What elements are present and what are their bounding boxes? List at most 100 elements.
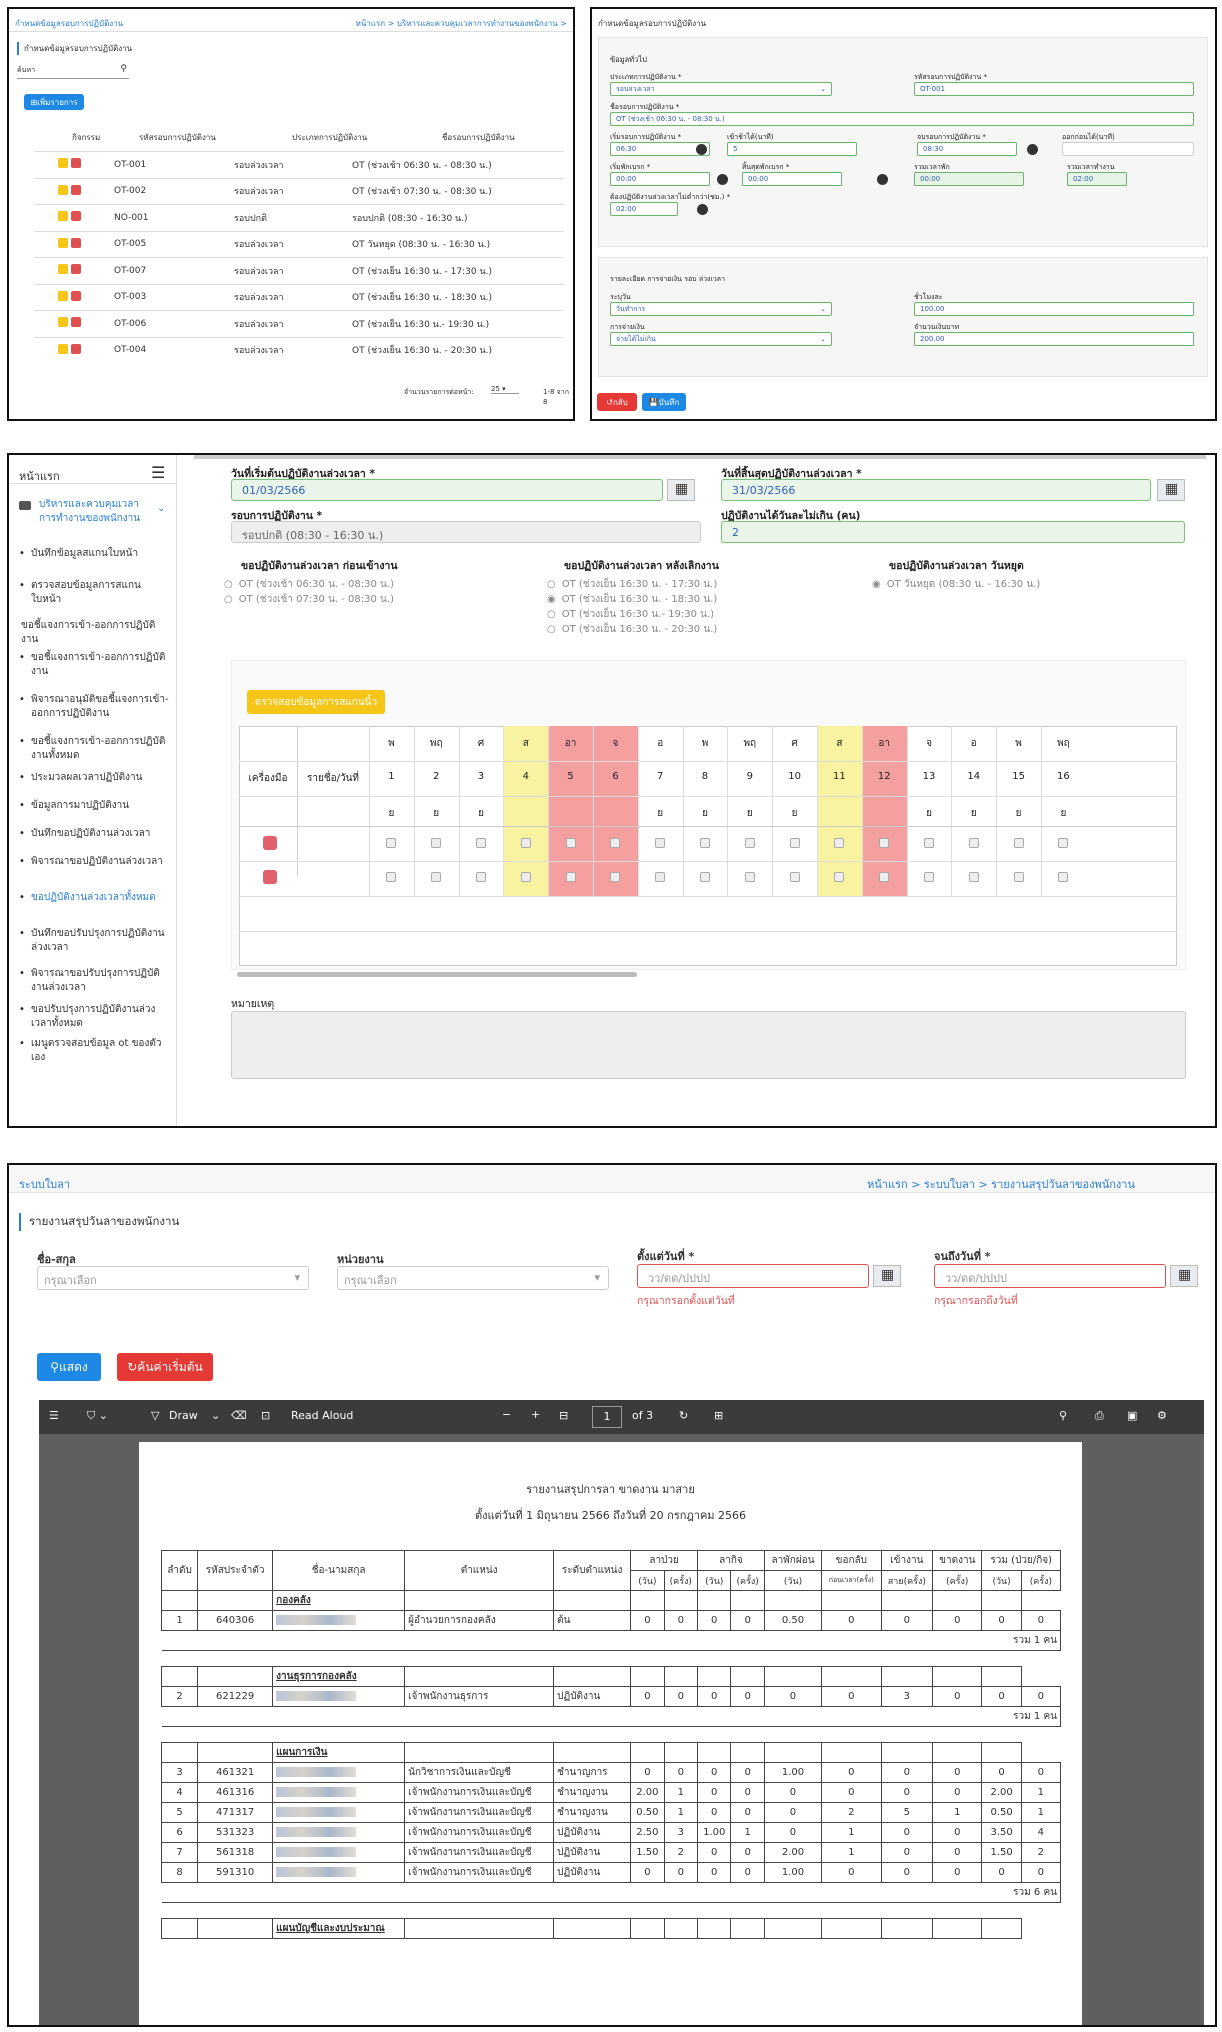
read-aloud-button[interactable]: Read Aloud [291,1409,354,1422]
sidebar-item[interactable]: ขอปฏิบัติงานล่วงเวลาทั้งหมด [19,891,171,905]
radio-option[interactable]: OT วันหยุด (08:30 น. - 16:30 น.) [872,577,1041,592]
edit-icon[interactable] [58,184,68,195]
horizontal-scrollbar[interactable] [237,972,637,977]
sidebar-item[interactable]: ข้อมูลการมาปฏิบัติงาน [19,799,171,813]
max-input[interactable]: 200.00 [914,332,1194,346]
early-input[interactable] [1062,142,1194,156]
day-checkbox[interactable] [431,872,442,882]
page-input[interactable]: 1 [592,1406,622,1428]
day-checkbox[interactable] [744,838,755,848]
rate-input[interactable]: 100.00 [914,302,1194,316]
note-textarea[interactable] [231,1011,1186,1079]
chevron-down-icon[interactable]: ⌄ [211,1409,221,1422]
day-checkbox[interactable] [1013,838,1024,848]
day-checkbox[interactable] [744,872,755,882]
max-person-input[interactable]: 2 [721,521,1185,543]
fit-icon[interactable]: ⊟ [559,1409,569,1422]
chevron-down-icon[interactable]: ⌄ [157,503,166,514]
sidebar-item[interactable]: พิจารณาอนุมัติขอชี้แจงการเข้า-ออกการปฏิบ… [19,693,171,721]
day-checkbox[interactable] [879,872,890,882]
day-checkbox[interactable] [565,838,576,848]
day-checkbox[interactable] [924,838,934,848]
day-checkbox[interactable] [386,838,397,848]
save-icon[interactable]: ▣ [1127,1409,1138,1422]
delete-icon[interactable] [263,870,277,884]
day-checkbox[interactable] [1058,838,1069,848]
day-checkbox[interactable] [610,872,621,882]
zoom-out-icon[interactable]: − [502,1408,512,1421]
end-time-input[interactable]: 08:30 [917,142,1017,156]
radio-option[interactable]: OT (ช่วงเช้า 06:30 น. - 08:30 น.) [224,577,394,592]
calendar-icon[interactable] [1157,479,1185,501]
delete-icon[interactable] [71,290,81,301]
add-button[interactable]: ⊞ เพิ่มรายการ [24,94,84,110]
sidebar-item[interactable]: ขอชี้แจงการเข้า-ออกการปฏิบัติงานทั้งหมด [19,735,171,763]
show-button[interactable]: ⚲ แสดง [37,1353,101,1381]
edit-icon[interactable] [58,211,68,221]
pay-select[interactable]: จ่ายได้ไม่เกิน ⌄ [610,332,832,346]
sidebar-item[interactable]: ขอชี้แจงการเข้า-ออกการปฏิบัติงาน [21,620,156,645]
clock-icon[interactable] [717,174,728,185]
sidebar-item[interactable]: บันทึกขอปรับปรุงการปฏิบัติงานล่วงเวลา [19,927,171,955]
per-page-select[interactable]: 25 ▾ [491,385,519,394]
sidebar-item[interactable]: ตรวจสอบข้อมูลการสแกนใบหน้า [19,579,171,607]
type-select[interactable]: รอบล่วงเวลา ⌄ [610,82,832,96]
edit-icon[interactable] [58,317,68,327]
edit-icon[interactable] [58,264,68,274]
day-checkbox[interactable] [879,838,890,848]
back-button[interactable]: ↺ กลับ [597,393,637,411]
radio-option[interactable]: OT (ช่วงเย็น 16:30 น. - 20:30 น.) [547,622,718,637]
delete-icon[interactable] [71,237,81,248]
radio-option[interactable]: OT (ช่วงเย็น 16:30 น. - 17:30 น.) [547,577,718,592]
break-start-input[interactable]: 00:00 [610,172,710,186]
reset-button[interactable]: ↻ ค้นค่าเริ่มต้น [117,1353,213,1381]
from-date-input[interactable]: วว/ดด/ปปปป [637,1264,869,1288]
day-checkbox[interactable] [386,872,397,882]
sidebar-item[interactable]: เมนูตรวจสอบข้อมูล ot ของตัวเอง [19,1037,171,1065]
day-checkbox[interactable] [476,872,486,882]
day-checkbox[interactable] [565,872,576,882]
min-ot-input[interactable]: 02:00 [610,202,678,216]
clock-icon[interactable] [696,144,707,155]
menu-group[interactable]: บริหารและควบคุมเวลาการทำงานของพนักงาน [39,499,141,524]
day-checkbox[interactable] [1013,872,1024,882]
list-icon[interactable]: ☰ [49,1409,59,1422]
delete-icon[interactable] [263,836,277,850]
radio-option[interactable]: OT (ช่วงเช้า 07:30 น. - 08:30 น.) [224,592,394,607]
delete-icon[interactable] [71,158,81,168]
day-checkbox[interactable] [520,838,531,848]
day-checkbox[interactable] [924,872,934,882]
sidebar-item[interactable]: พิจารณาขอปฏิบัติงานล่วงเวลา [19,855,171,869]
delete-icon[interactable] [71,343,81,354]
breadcrumb[interactable]: หน้าแรก > ระบบใบลา > รายงานสรุปวันลาของพ… [867,1178,1135,1191]
draw-icon[interactable]: ▽ [151,1409,160,1422]
to-date-input[interactable]: วว/ดด/ปปปป [934,1264,1166,1288]
save-button[interactable]: 💾 บันทึก [642,393,686,411]
app-title[interactable]: ระบบใบลา [19,1178,71,1191]
day-checkbox[interactable] [655,872,666,882]
clock-icon[interactable] [1027,144,1038,155]
edit-icon[interactable] [58,158,68,168]
zoom-in-icon[interactable]: + [531,1408,541,1421]
rotate-icon[interactable]: ↻ [679,1409,689,1422]
code-input[interactable]: OT-001 [914,82,1194,96]
day-checkbox[interactable] [655,838,666,848]
clock-icon[interactable] [697,204,708,215]
day-checkbox[interactable] [476,838,486,848]
day-checkbox[interactable] [1058,872,1069,882]
day-checkbox[interactable] [968,872,979,882]
break-end-input[interactable]: 00:00 [742,172,842,186]
day-select[interactable]: วันทำการ ⌄ [610,302,832,316]
day-checkbox[interactable] [968,838,979,848]
radio-option[interactable]: OT (ช่วงเย็น 16:30 น. - 18:30 น.) [547,592,718,607]
home-link[interactable]: หน้าแรก [19,470,60,483]
day-checkbox[interactable] [431,838,442,848]
sidebar-item[interactable]: ขอชี้แจงการเข้า-ออกการปฏิบัติงาน [19,651,171,679]
calendar-icon[interactable] [667,479,695,501]
print-icon[interactable]: ⎙ [1095,1409,1104,1422]
highlight-icon[interactable]: ⛉ ⌄ [87,1409,108,1422]
breadcrumb[interactable]: หน้าแรก > บริหารและควบคุมเวลาการทำงานของ… [355,19,567,28]
name-select[interactable]: กรุณาเลือก ▾ [37,1266,309,1290]
name-input[interactable]: OT (ช่วงเช้า 06:30 น. - 08:30 น.) [610,112,1194,126]
sidebar-item[interactable]: บันทึกข้อมูลสแกนใบหน้า [19,547,171,561]
